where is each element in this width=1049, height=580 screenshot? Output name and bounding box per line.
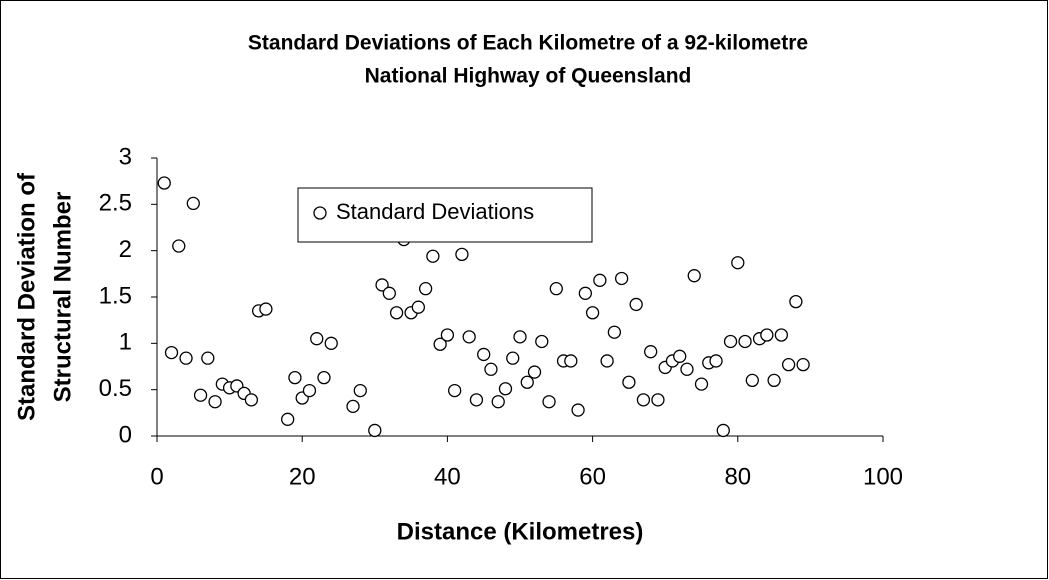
x-tick-label: 0 [150, 463, 163, 490]
point [629, 297, 643, 312]
point [564, 354, 578, 368]
point [600, 354, 614, 368]
point [636, 393, 651, 407]
point [411, 300, 426, 314]
x-tick-label: 100 [863, 463, 903, 490]
point [288, 370, 302, 385]
point [774, 328, 789, 342]
x-tick-label: 60 [579, 463, 606, 490]
chart-title: National Highway of Queensland [365, 65, 692, 88]
point [738, 334, 752, 349]
y-tick-label: 0.5 [99, 375, 132, 402]
point [462, 330, 476, 344]
point [281, 412, 295, 426]
point [716, 423, 730, 438]
point [578, 286, 592, 300]
point [789, 294, 803, 309]
legend-box [297, 187, 593, 243]
point [418, 282, 433, 296]
point [310, 332, 324, 346]
point [498, 382, 513, 396]
point [426, 249, 440, 263]
legend-marker [313, 206, 327, 220]
point [673, 349, 687, 363]
y-tick-label: 3 [119, 143, 132, 170]
point [302, 383, 317, 398]
point [172, 239, 186, 253]
point [382, 286, 396, 300]
point [477, 347, 491, 362]
x-tick-label: 20 [289, 463, 316, 490]
point [201, 351, 215, 365]
point [535, 334, 549, 349]
point [760, 328, 774, 342]
point [433, 337, 447, 351]
chart-title: Standard Deviations of Each Kilometre of… [248, 32, 808, 55]
point [527, 365, 542, 379]
point [680, 362, 694, 376]
point [244, 393, 259, 407]
point [506, 351, 520, 365]
point [455, 247, 469, 262]
y-tick-label: 1 [119, 329, 132, 356]
point [709, 354, 723, 368]
point [186, 196, 200, 211]
y-tick-label: 2.5 [99, 190, 132, 217]
point [767, 373, 781, 388]
point [723, 334, 738, 349]
point [781, 357, 796, 372]
y-axis-label: Standard Deviation of [13, 172, 40, 421]
point [796, 357, 810, 372]
point [324, 336, 338, 350]
legend-label: Standard Deviations [336, 199, 534, 224]
x-axis-label: Distance (Kilometres) [397, 518, 644, 545]
point [164, 345, 179, 360]
point [491, 395, 505, 409]
point [585, 306, 600, 320]
point [644, 345, 658, 359]
point [651, 393, 665, 407]
point [157, 176, 171, 190]
point [607, 325, 622, 339]
y-tick-label: 1.5 [99, 282, 132, 309]
point [193, 388, 208, 402]
point [368, 423, 382, 438]
point [513, 330, 527, 344]
point [353, 383, 367, 398]
point [259, 302, 273, 316]
y-axis-label: Structural Number [49, 192, 76, 403]
x-tick-label: 40 [434, 463, 461, 490]
point [346, 399, 360, 413]
point [375, 278, 389, 292]
point [389, 306, 404, 320]
point [179, 351, 193, 365]
y-tick-label: 0 [119, 421, 132, 448]
point [520, 375, 534, 389]
point [549, 282, 563, 296]
point [614, 271, 629, 286]
point [469, 393, 484, 407]
point [745, 373, 759, 388]
point [687, 269, 701, 283]
point [731, 256, 745, 270]
point [593, 273, 607, 287]
point [622, 375, 636, 389]
point [317, 370, 331, 385]
point [542, 395, 556, 409]
point [440, 328, 455, 342]
x-tick-label: 80 [724, 463, 751, 490]
point [208, 395, 222, 409]
point [694, 377, 709, 391]
point [571, 403, 585, 417]
point [448, 383, 462, 398]
y-tick-label: 2 [119, 236, 132, 263]
point [484, 362, 498, 376]
